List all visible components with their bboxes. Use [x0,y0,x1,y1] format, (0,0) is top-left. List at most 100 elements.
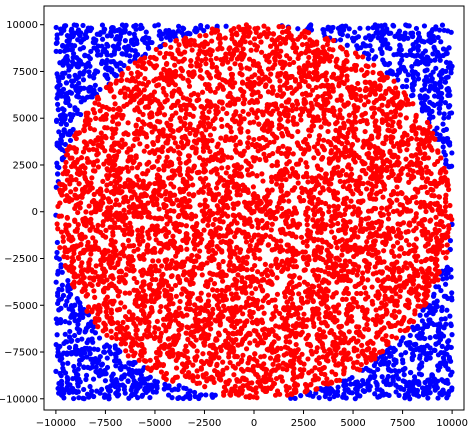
blue-point [417,347,423,353]
red-point [305,356,311,362]
blue-point [90,376,97,382]
blue-point [298,393,304,399]
red-point [139,341,145,347]
blue-point [434,322,440,328]
red-point [124,77,130,83]
red-point [228,291,235,297]
blue-point [154,383,160,389]
blue-point [394,72,400,78]
blue-point [335,384,341,390]
red-point [290,151,296,157]
red-point [250,184,256,190]
red-point [84,179,90,185]
blue-point [316,395,322,401]
blue-point [117,349,123,355]
red-point [108,328,114,334]
blue-point [422,82,428,88]
blue-point [413,25,420,32]
red-point [348,198,354,204]
blue-point [89,364,95,370]
blue-point [69,42,75,48]
red-point [328,181,334,187]
red-point [134,136,141,142]
red-point [328,142,334,148]
red-point [273,216,279,222]
red-point [445,214,451,221]
blue-point [65,278,71,284]
blue-point [69,83,75,89]
blue-point [338,24,344,30]
red-point [171,208,177,214]
blue-point [63,121,70,128]
blue-point [380,37,387,44]
red-point [379,314,385,320]
red-point [249,223,255,230]
blue-point [377,30,383,36]
red-point [286,208,292,214]
blue-point [142,385,148,391]
blue-point [133,26,139,32]
blue-point [62,370,69,376]
blue-point [435,395,441,401]
red-point [269,163,275,169]
blue-point [100,48,106,54]
red-point [122,304,128,310]
blue-point [415,43,422,49]
blue-point [414,387,421,394]
blue-point [87,94,94,100]
blue-point [401,66,407,72]
red-point [161,204,167,211]
red-point [252,338,258,344]
red-point [107,172,113,178]
blue-point [223,23,229,29]
red-point [192,246,198,252]
red-point [390,243,396,249]
blue-point [78,308,84,315]
blue-point [53,368,59,374]
red-point [226,46,232,52]
red-point [266,59,272,65]
red-point [173,293,179,299]
blue-point [57,48,63,55]
red-point [222,327,228,334]
blue-point [416,365,422,371]
red-point [415,146,421,152]
red-point [410,153,416,159]
blue-point [191,389,198,396]
blue-point [434,298,440,304]
red-point [404,147,410,153]
red-point [329,74,335,80]
red-point [373,183,379,189]
red-point [172,282,179,289]
red-point [184,312,190,318]
blue-point [447,313,453,319]
blue-point [58,136,64,143]
blue-point [63,80,70,86]
blue-point [88,48,94,55]
blue-point [108,33,114,39]
red-point [92,168,98,174]
blue-point [64,95,71,101]
blue-point [377,393,383,399]
red-point [118,300,124,306]
blue-point [431,102,437,108]
blue-point [76,329,82,335]
red-point [325,128,331,135]
red-point [389,333,395,340]
red-point [397,327,403,334]
red-point [330,222,336,228]
red-point [200,351,206,357]
red-point [77,205,83,211]
blue-point [57,82,63,88]
red-point [421,144,428,150]
red-point [140,238,146,244]
red-point [237,139,243,145]
red-point [361,167,367,174]
blue-point [60,365,66,371]
red-point [404,265,410,271]
red-point [170,128,176,134]
blue-point [181,385,187,391]
blue-point [132,48,138,54]
blue-point [88,25,94,31]
blue-point [56,77,62,83]
